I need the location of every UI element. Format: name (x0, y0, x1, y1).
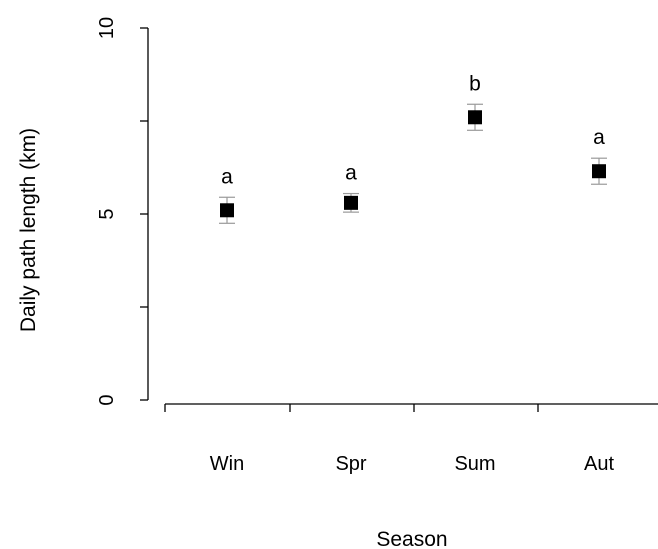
significance-label: a (593, 126, 605, 149)
significance-label: b (469, 72, 481, 95)
data-point (468, 110, 482, 125)
y-tick-label: 0 (96, 394, 118, 405)
y-tick-label: 10 (96, 17, 118, 39)
y-tick-label: 5 (96, 208, 118, 219)
data-marks: a a b a (219, 72, 607, 224)
data-point (344, 195, 358, 210)
x-tick-label: Aut (584, 453, 614, 475)
x-axis-title: Season (376, 528, 447, 549)
significance-label: a (345, 162, 357, 185)
significance-label: a (221, 165, 233, 188)
y-axis-title: Daily path length (km) (17, 128, 40, 332)
x-tick-label: Sum (454, 453, 495, 475)
y-axis: 0 5 10 (96, 17, 149, 406)
data-point (592, 164, 606, 179)
x-tick-label: Spr (335, 453, 366, 475)
x-axis: Win Spr Sum Aut (164, 403, 658, 475)
x-tick-label: Win (210, 453, 244, 475)
data-point (220, 203, 234, 218)
